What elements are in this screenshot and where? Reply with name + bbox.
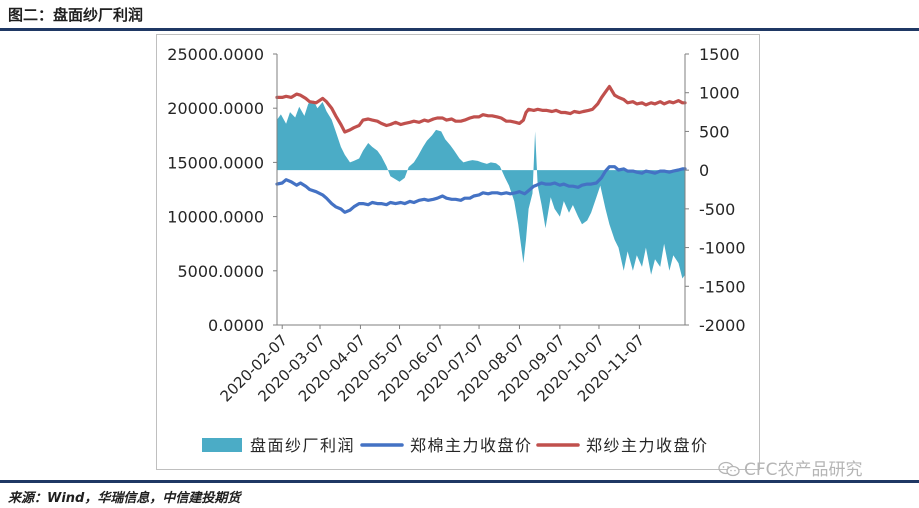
source-note: 来源：Wind，华瑞信息，中信建投期货 bbox=[8, 491, 241, 506]
legend-label: 郑棉主力收盘价 bbox=[410, 436, 533, 455]
right-axis-tick-label: -500 bbox=[699, 200, 735, 219]
chart-frame bbox=[156, 34, 760, 470]
right-axis-tick-label: -1500 bbox=[699, 277, 746, 296]
header-rule bbox=[0, 28, 919, 31]
right-axis-tick-label: 1500 bbox=[699, 45, 740, 64]
left-axis-tick-label: 15000.0000 bbox=[167, 153, 264, 172]
watermark: CFC农产品研究 bbox=[718, 455, 863, 480]
legend-swatch-profit bbox=[202, 438, 242, 452]
footer-rule bbox=[0, 480, 919, 483]
left-axis-tick-label: 5000.0000 bbox=[177, 262, 264, 281]
right-axis-tick-label: -2000 bbox=[699, 316, 746, 335]
series-line-yarn bbox=[275, 84, 687, 134]
series-line-cotton bbox=[275, 165, 687, 214]
right-axis-tick-label: 1000 bbox=[699, 84, 740, 103]
legend: 盘面纱厂利润 郑棉主力收盘价 郑纱主力收盘价 bbox=[202, 436, 709, 455]
left-axis-tick-label: 20000.0000 bbox=[167, 99, 264, 118]
right-axis-tick-label: 0 bbox=[699, 161, 709, 180]
wechat-icon bbox=[718, 461, 740, 477]
watermark-text: CFC农产品研究 bbox=[744, 460, 863, 480]
legend-label: 郑纱主力收盘价 bbox=[586, 436, 709, 455]
right-axis-tick-label: 500 bbox=[699, 122, 730, 141]
legend-label: 盘面纱厂利润 bbox=[250, 436, 355, 455]
left-axis-tick-label: 10000.0000 bbox=[167, 208, 264, 227]
figure-title: 图二：盘面纱厂利润 bbox=[8, 6, 144, 24]
plot-area bbox=[275, 84, 687, 279]
left-axis-tick-label: 25000.0000 bbox=[167, 45, 264, 64]
right-axis-tick-label: -1000 bbox=[699, 239, 746, 258]
left-axis-tick-label: 0.0000 bbox=[208, 316, 264, 335]
series-area-profit bbox=[277, 100, 685, 279]
